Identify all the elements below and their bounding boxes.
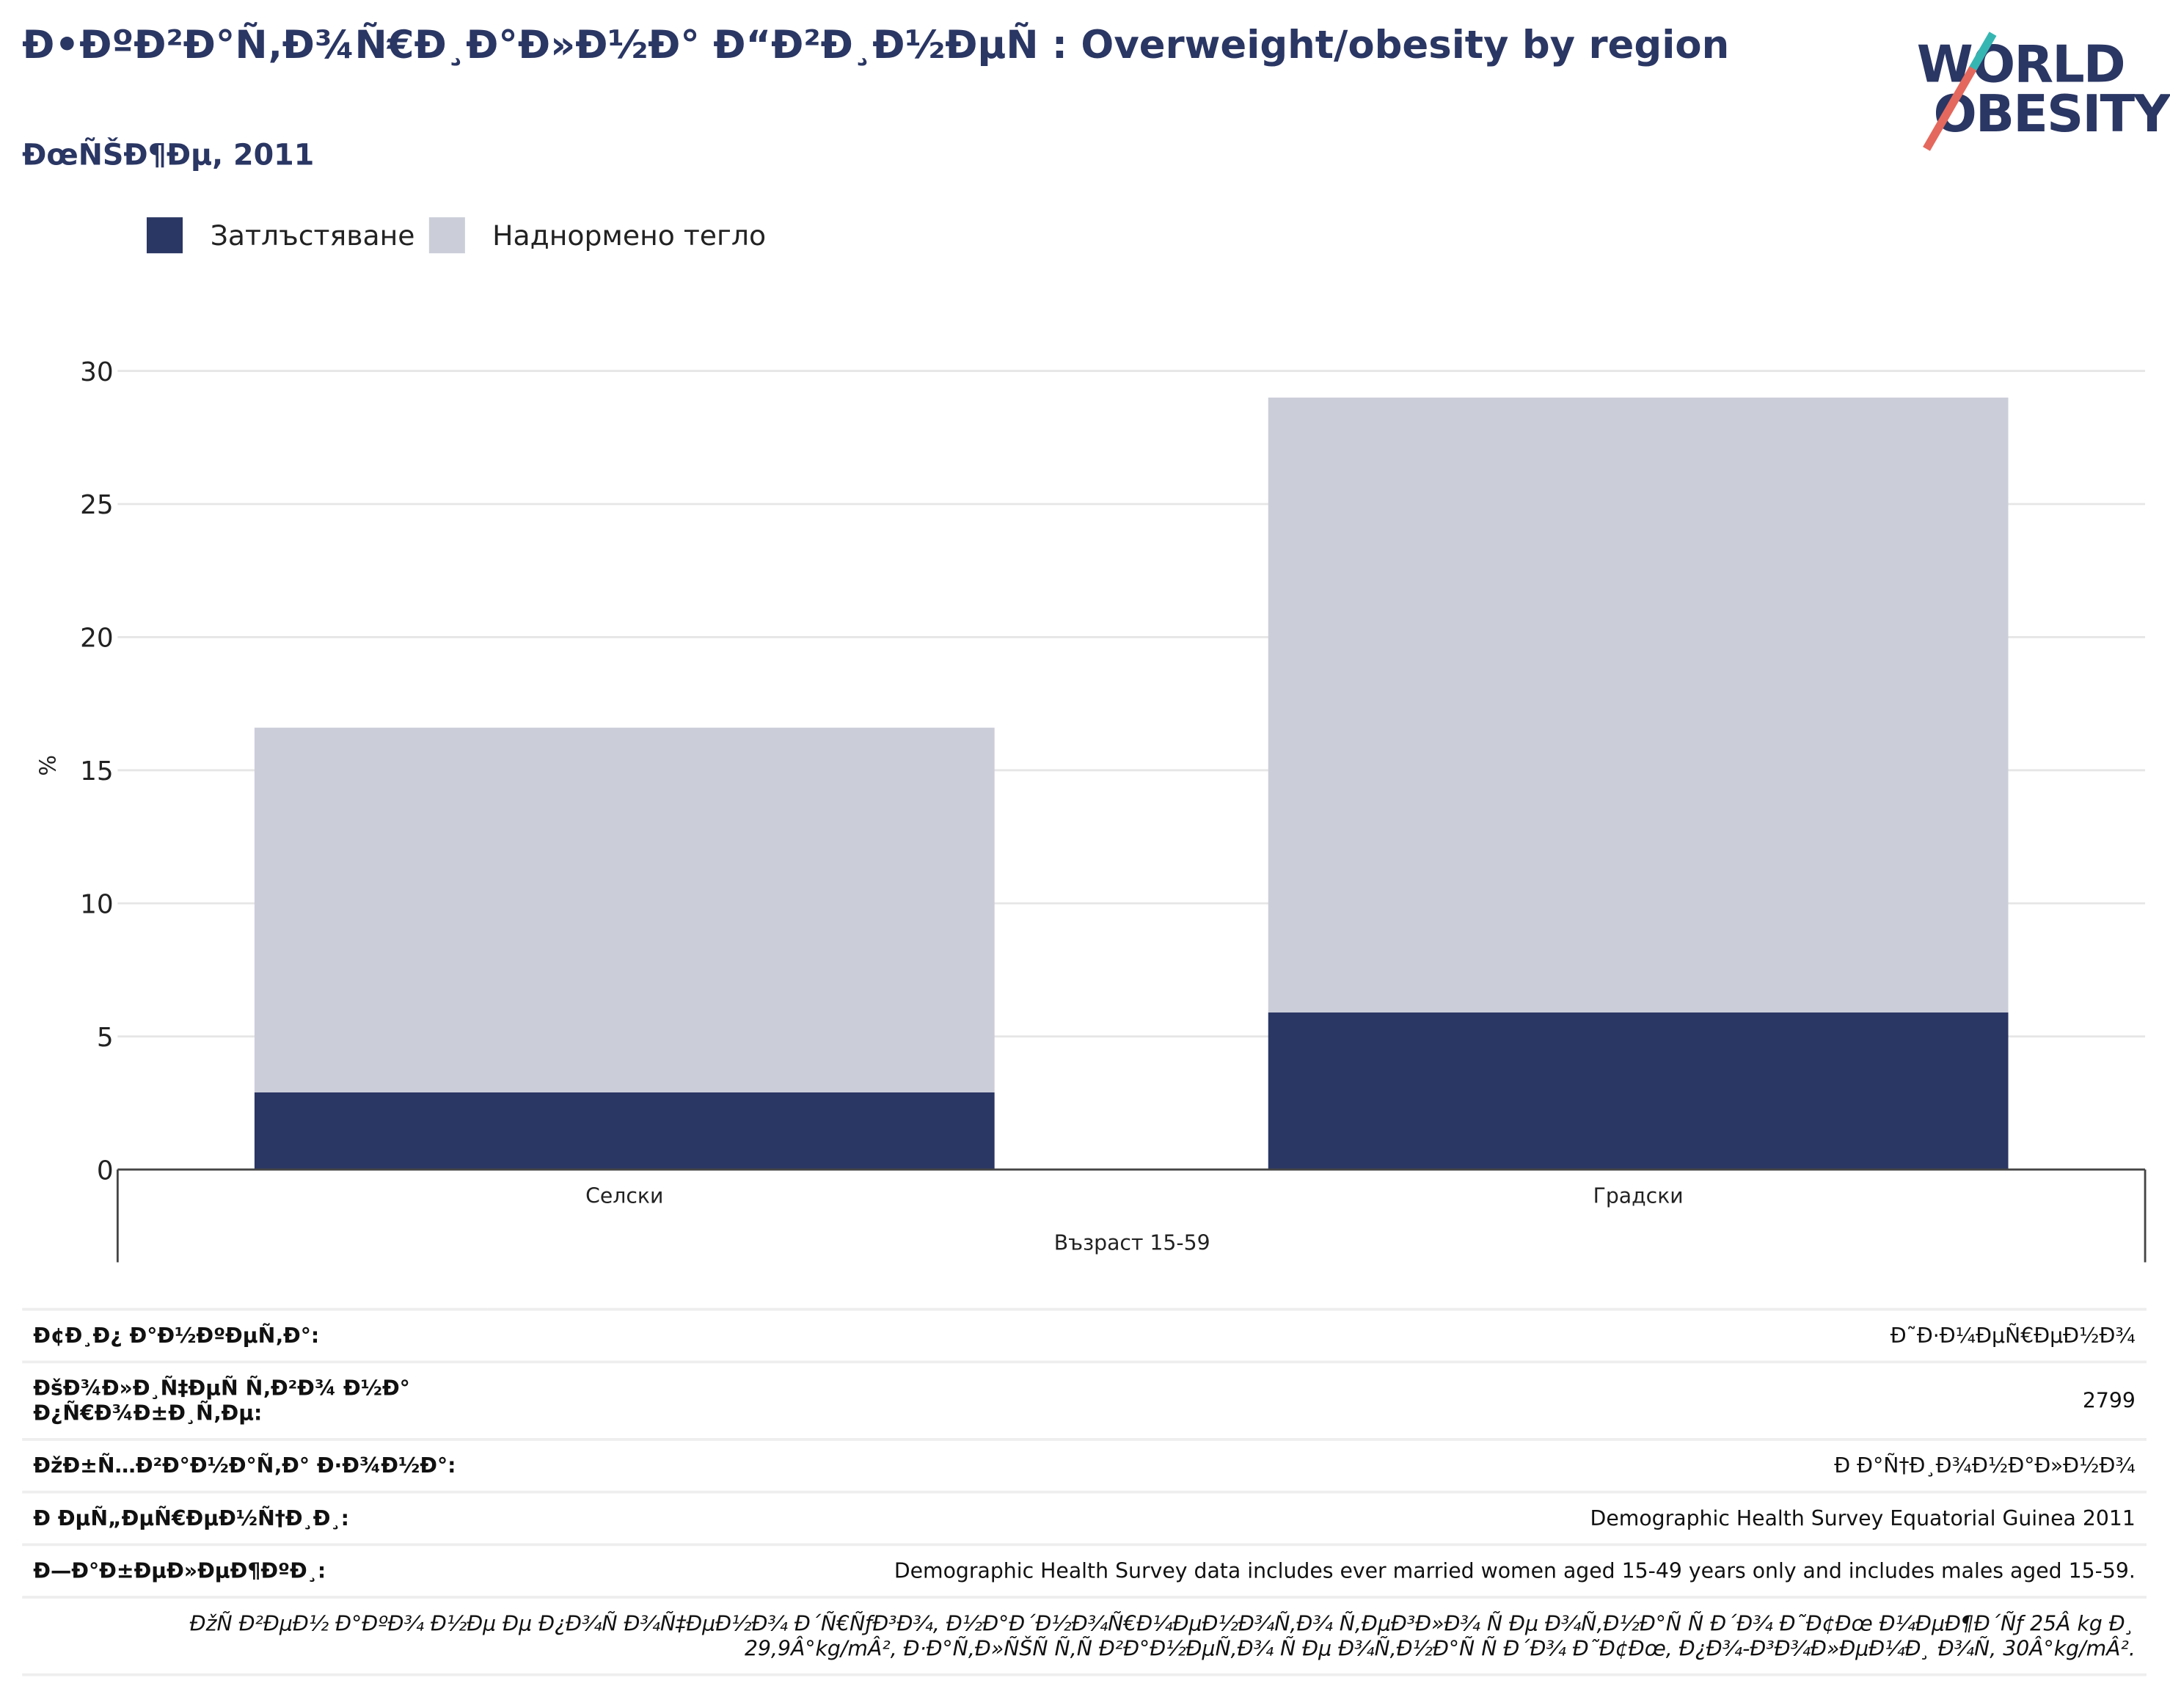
info-table: Ð¢Ð¸Ð¿ Ð°Ð½ÐºÐµÑ‚Ð°: Ð˜Ð·Ð¼ÐµÑ€ÐµÐ½Ð¾ ÐšÐ¾… [22, 1307, 2147, 1676]
info-row: ÐžÐ±Ñ…Ð²Ð°Ð½Ð°Ñ‚Ð° Ð·Ð¾Ð½Ð°: Ð Ð°Ñ†Ð¸Ð¾Ð½… [22, 1438, 2147, 1492]
bar-overweight-0 [254, 727, 995, 1092]
y-tick-label: 25 [80, 490, 114, 520]
info-value: Ð˜Ð·Ð¼ÐµÑ€ÐµÐ½Ð¾ [487, 1307, 2147, 1362]
legend-label-overweight: Наднормено тегло [492, 219, 767, 252]
info-value: Ð Ð°Ñ†Ð¸Ð¾Ð½Ð°Ð»Ð½Ð¾ [487, 1438, 2147, 1492]
bar-obesity-1 [1268, 1012, 2009, 1170]
x-axis: Селски Градски [116, 1168, 2147, 1263]
legend-item-obesity[interactable]: Затлъстяване [146, 217, 415, 254]
bar-overweight-1 [1268, 397, 2009, 1013]
y-tick-label: 5 [97, 1023, 114, 1053]
y-tick-label: 0 [97, 1156, 114, 1186]
legend-label-obesity: Затлъстяване [210, 219, 415, 252]
info-row: Ð—Ð°Ð±ÐµÐ»ÐµÐ¶ÐºÐ¸: Demographic Health Su… [22, 1543, 2147, 1598]
chart-bars [254, 397, 2009, 1170]
x-tick-label: Селски [585, 1183, 663, 1208]
info-value: 2799 [487, 1360, 2147, 1439]
chart-legend: Затлъстяване Наднормено тегло [146, 217, 780, 254]
info-key: Ð—Ð°Ð±ÐµÐ»ÐµÐ¶ÐºÐ¸: [22, 1543, 488, 1598]
legend-swatch-overweight [428, 217, 465, 254]
y-tick-label: 15 [80, 756, 114, 787]
info-row: ÐšÐ¾Ð»Ð¸Ñ‡ÐµÑ Ñ‚Ð²Ð¾ Ð½Ð° Ð¿Ñ€Ð¾Ð±Ð¸Ñ‚Ðµ… [22, 1360, 2147, 1439]
legend-swatch-obesity [146, 217, 183, 254]
info-row: Ð¢Ð¸Ð¿ Ð°Ð½ÐºÐµÑ‚Ð°: Ð˜Ð·Ð¼ÐµÑ€ÐµÐ½Ð¾ [22, 1307, 2147, 1362]
info-row: Ð ÐµÑ„ÐµÑ€ÐµÐ½Ñ†Ð¸Ð¸: Demographic Health … [22, 1490, 2147, 1545]
y-tick-label: 10 [80, 889, 114, 919]
world-obesity-logo[interactable]: WORLD OBESITY [1916, 28, 2170, 153]
info-value: Demographic Health Survey data includes … [487, 1543, 2147, 1598]
x-axis-label: Възраст 15-59 [1054, 1231, 1210, 1255]
info-key: ÐžÐ±Ñ…Ð²Ð°Ð½Ð°Ñ‚Ð° Ð·Ð¾Ð½Ð°: [22, 1438, 488, 1492]
y-tick-label: 30 [80, 357, 114, 387]
legend-item-overweight[interactable]: Наднормено тегло [428, 217, 767, 254]
info-key: Ð ÐµÑ„ÐµÑ€ÐµÐ½Ñ†Ð¸Ð¸: [22, 1490, 488, 1545]
bar-chart: 0 5 10 15 20 25 30 Селски Градски % Възраст 15-… [35, 357, 2147, 1263]
y-axis-label: % [35, 755, 61, 776]
page-title: Ð•ÐºÐ²Ð°Ñ‚Ð¾Ñ€Ð¸Ð°Ð»Ð½Ð° Ð“Ð²Ð¸Ð½ÐµÑ : O… [22, 22, 1730, 68]
y-tick-label: 20 [80, 624, 114, 654]
info-key: Ð¢Ð¸Ð¿ Ð°Ð½ÐºÐµÑ‚Ð°: [22, 1307, 488, 1362]
footnote-row: ÐžÑ Ð²ÐµÐ½ Ð°ÐºÐ¾ Ð½Ðµ Ðµ Ð¿Ð¾Ñ Ð¾Ñ‡ÐµÐ½… [22, 1596, 2147, 1676]
logo-text-obesity: OBESITY [1933, 84, 2170, 145]
info-key: ÐšÐ¾Ð»Ð¸Ñ‡ÐµÑ Ñ‚Ð²Ð¾ Ð½Ð° Ð¿Ñ€Ð¾Ð±Ð¸Ñ‚Ðµ… [22, 1360, 488, 1439]
logo-text-world: WORLD [1916, 34, 2126, 95]
x-tick-label: Градски [1593, 1183, 1684, 1208]
y-axis-ticks: 0 5 10 15 20 25 30 [80, 357, 114, 1186]
page-subtitle: ÐœÑŠÐ¶Ðµ, 2011 [22, 138, 315, 172]
info-value: Demographic Health Survey Equatorial Gui… [487, 1490, 2147, 1545]
bar-obesity-0 [254, 1092, 995, 1170]
footnote: ÐžÑ Ð²ÐµÐ½ Ð°ÐºÐ¾ Ð½Ðµ Ðµ Ð¿Ð¾Ñ Ð¾Ñ‡ÐµÐ½… [22, 1596, 2147, 1676]
